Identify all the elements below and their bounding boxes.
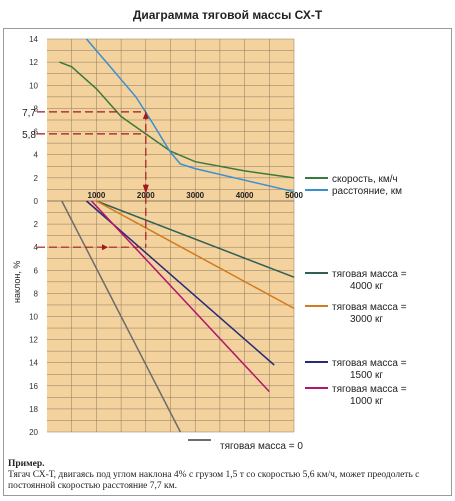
y-tick-label-lower: 10: [29, 313, 38, 322]
y-tick-label-lower: 2: [34, 220, 39, 229]
y-tick-label-lower: 6: [34, 266, 39, 275]
y-tick-label-lower: 14: [29, 359, 38, 368]
y-tick-label-upper: 6: [34, 128, 39, 137]
legend-mass-3000-text: 3000 кг: [350, 314, 383, 325]
legend-mass-1500-text: тяговая масса =: [332, 358, 407, 369]
y-tick-label-upper: 10: [29, 81, 38, 90]
chart-title: Диаграмма тяговой массы СХ-Т: [132, 8, 323, 22]
y-tick-label-upper: 12: [29, 58, 38, 67]
y-tick-label-upper: 0: [34, 197, 39, 206]
chart-frame: [3, 28, 452, 496]
series-line-mass-3000: [96, 200, 295, 310]
marker-label-distance: 7,7: [22, 108, 36, 119]
legend-mass-3000-text: тяговая масса =: [332, 302, 407, 313]
y-tick-label-upper: 8: [34, 104, 39, 113]
y-tick-label-upper: 14: [29, 35, 38, 44]
series-line-distance: [85, 38, 295, 193]
y-tick-label-lower: 8: [34, 289, 39, 298]
example-text: Тягач СХ-Т, двигаясь под углом наклона 4…: [8, 470, 420, 491]
legend-mass-1500-text: 1500 кг: [350, 370, 383, 381]
legend-mass-1000-text: 1000 кг: [350, 396, 383, 407]
x-tick-label: 1000: [88, 191, 106, 200]
legend-mass-4000-text: тяговая масса =: [332, 269, 407, 280]
y-tick-label-lower: 18: [29, 405, 38, 414]
series-line-mass-4000: [96, 200, 295, 278]
legend-distance-text: расстояние, км: [332, 186, 402, 197]
y-tick-label-upper: 2: [34, 174, 39, 183]
y-tick-label-upper: 4: [34, 151, 39, 160]
series-line-mass-1000: [90, 200, 270, 393]
y-axis-label: наклон, %: [12, 261, 22, 303]
example-heading: Пример.: [8, 459, 45, 469]
x-tick-label: 3000: [186, 191, 204, 200]
series-line-mass-0: [61, 200, 182, 433]
example-note: Пример. Тягач СХ-Т, двигаясь под углом н…: [8, 459, 448, 492]
example-arrow-down: [142, 184, 149, 195]
x-tick-label: 2000: [137, 191, 155, 200]
y-tick-label-lower: 12: [29, 336, 38, 345]
example-arrow-up: [142, 111, 149, 119]
y-tick-label-lower: 4: [34, 243, 39, 252]
legend-mass-0-text: тяговая масса = 0: [220, 441, 303, 452]
legend-speed-text: скорость, км/ч: [332, 174, 398, 185]
series-line-speed: [59, 61, 295, 179]
x-tick-label: 4000: [236, 191, 254, 200]
y-tick-label-lower: 20: [29, 428, 38, 437]
example-arrow-right: [102, 244, 108, 251]
y-tick-label-lower: 16: [29, 382, 38, 391]
legend-mass-4000-text: 4000 кг: [350, 281, 383, 292]
x-tick-label: 5000: [285, 191, 303, 200]
legend-mass-1000-text: тяговая масса =: [332, 384, 407, 395]
marker-label-speed: 5,8: [22, 130, 36, 141]
